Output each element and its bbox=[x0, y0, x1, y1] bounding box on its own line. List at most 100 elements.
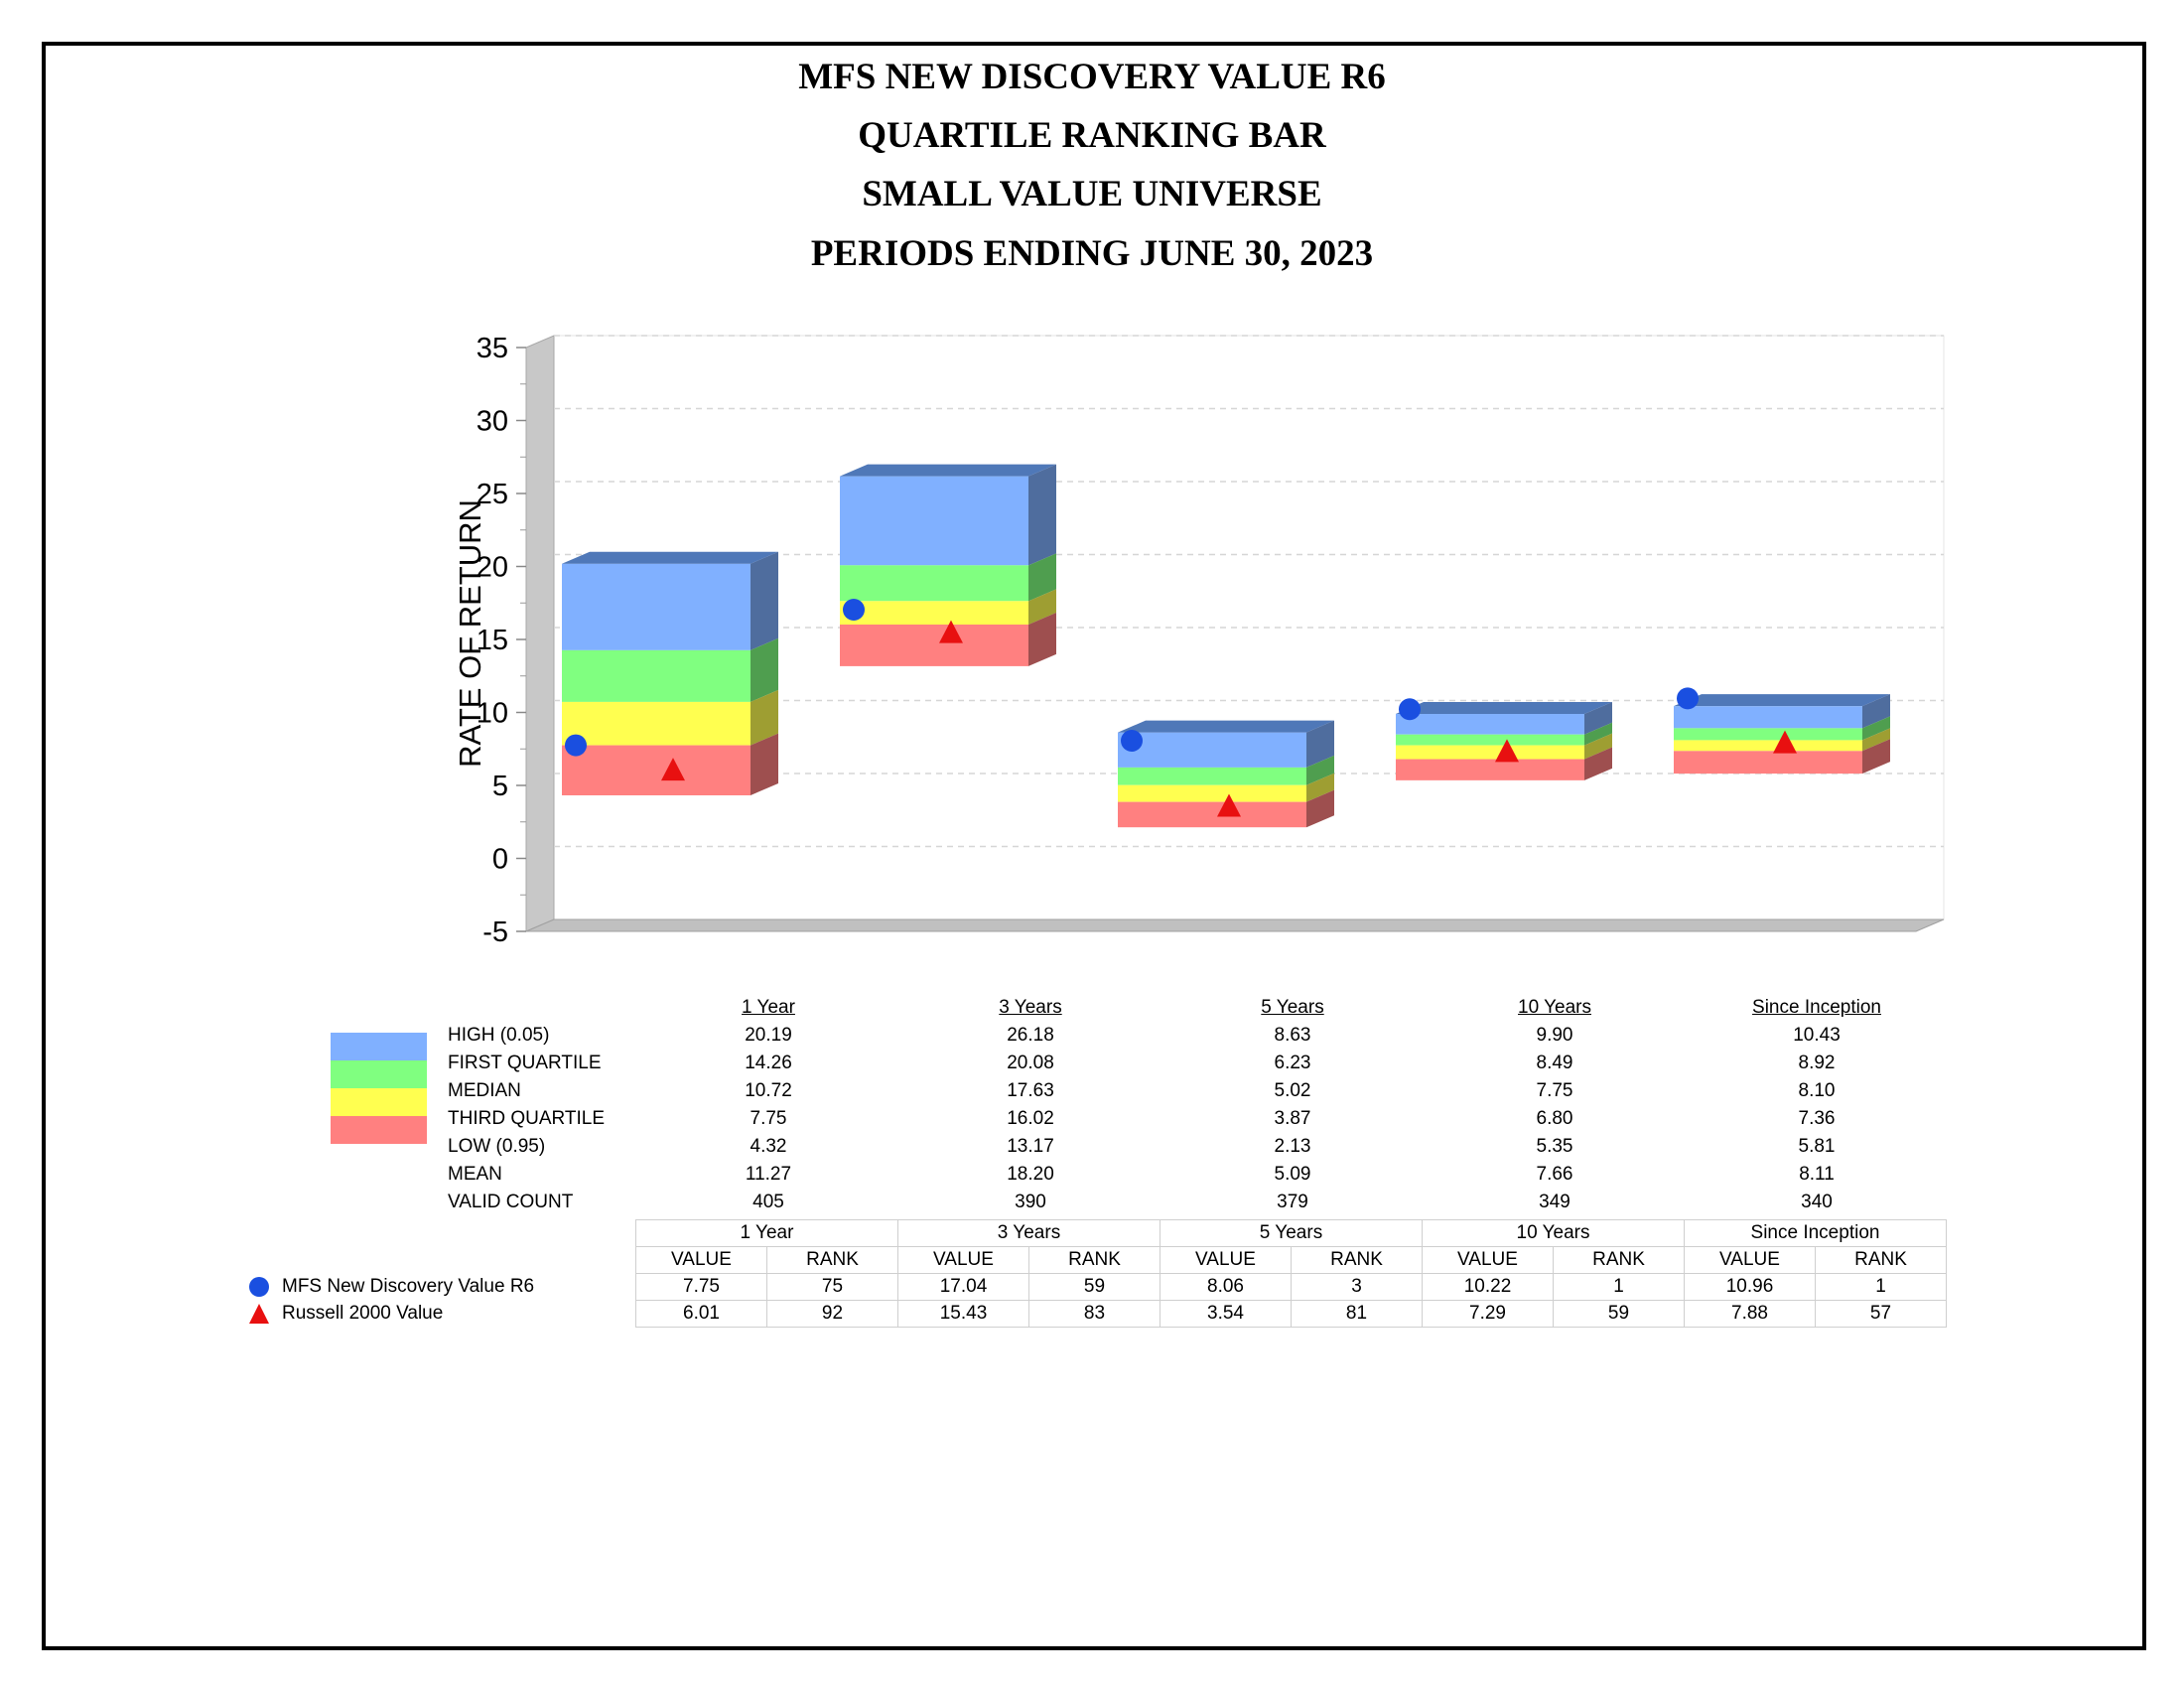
fund-rank-5: 1 bbox=[1815, 1273, 1947, 1301]
fund-value-2: 17.04 bbox=[897, 1273, 1029, 1301]
benchmark-rank-2: 83 bbox=[1028, 1300, 1160, 1328]
stats-row-label: HIGH (0.05) bbox=[448, 1025, 550, 1046]
bar-segment-front bbox=[1674, 740, 1862, 752]
bar-top-face bbox=[1118, 720, 1334, 733]
fund-rank-2: 59 bbox=[1028, 1273, 1160, 1301]
stats-value: 8.92 bbox=[1798, 1053, 1836, 1073]
stats-value: 7.75 bbox=[750, 1108, 787, 1129]
page-frame bbox=[42, 42, 2146, 1650]
period-header-2: 3 Years bbox=[897, 1219, 1160, 1247]
bar-segment-front bbox=[562, 701, 751, 746]
benchmark-rank-3: 81 bbox=[1291, 1300, 1423, 1328]
bar-segment-side bbox=[1862, 728, 1890, 752]
fund-row: MFS New Discovery Value R6 7.75 75 17.04… bbox=[246, 1273, 1947, 1301]
stats-value: 20.19 bbox=[745, 1025, 792, 1046]
bar-segment-front bbox=[840, 625, 1028, 666]
stats-value: 3.87 bbox=[1274, 1108, 1311, 1129]
bar-segment-front bbox=[840, 565, 1028, 602]
stats-value: 8.11 bbox=[1799, 1164, 1835, 1185]
stats-value: 9.90 bbox=[1536, 1025, 1573, 1046]
bar-segment-side bbox=[1306, 773, 1334, 802]
legend-swatch-first-quartile bbox=[331, 1060, 427, 1088]
stats-period-header: Since Inception bbox=[1752, 997, 1881, 1018]
benchmark-rank-4: 59 bbox=[1553, 1300, 1685, 1328]
stats-value: 7.36 bbox=[1798, 1108, 1836, 1129]
stats-period-header: 1 Year bbox=[742, 997, 795, 1018]
stats-value: 16.02 bbox=[1007, 1108, 1054, 1129]
y-axis-label: RATE OF RETURN bbox=[453, 499, 487, 768]
stats-value: 8.49 bbox=[1536, 1053, 1573, 1073]
bar-segment-side bbox=[1028, 613, 1056, 666]
bar-segment-side bbox=[1028, 464, 1056, 566]
stats-value: 390 bbox=[1015, 1192, 1046, 1212]
bar-segment-front bbox=[1118, 732, 1306, 768]
period-header-5: Since Inception bbox=[1684, 1219, 1947, 1247]
title-line-2: QUARTILE RANKING BAR bbox=[858, 115, 1326, 156]
value-header: VALUE bbox=[897, 1246, 1029, 1274]
stats-period-header: 5 Years bbox=[1261, 997, 1324, 1018]
benchmark-marker bbox=[939, 620, 963, 643]
benchmark-marker bbox=[661, 758, 685, 781]
plot-left-wall bbox=[525, 335, 555, 932]
y-tick-label: -5 bbox=[482, 916, 508, 948]
y-tick-label: 30 bbox=[477, 406, 508, 438]
stats-value: 340 bbox=[1801, 1192, 1833, 1212]
stats-value: 8.63 bbox=[1274, 1025, 1311, 1046]
fund-table: 1 Year 3 Years 5 Years 10 Years Since In… bbox=[246, 1219, 1947, 1328]
bar-segment-side bbox=[1306, 720, 1334, 768]
fund-rank-3: 3 bbox=[1291, 1273, 1423, 1301]
rank-header: RANK bbox=[1815, 1246, 1947, 1274]
stats-period-header: 3 Years bbox=[999, 997, 1062, 1018]
stats-value: 379 bbox=[1277, 1192, 1308, 1212]
y-tick-label: 0 bbox=[492, 844, 508, 876]
legend-swatch-third-quartile bbox=[331, 1116, 427, 1144]
stats-value: 349 bbox=[1539, 1192, 1570, 1212]
rank-header: RANK bbox=[1291, 1246, 1423, 1274]
quartile-chart: 35 30 25 20 15 10 5 0 -5 RATE OF RETURN bbox=[453, 333, 1945, 948]
fund-value-3: 8.06 bbox=[1160, 1273, 1292, 1301]
stats-value: 10.72 bbox=[745, 1080, 792, 1101]
benchmark-marker bbox=[1217, 793, 1241, 817]
value-header: VALUE bbox=[1684, 1246, 1816, 1274]
value-header: VALUE bbox=[1160, 1246, 1292, 1274]
plot-floor bbox=[525, 918, 1945, 932]
stats-value: 5.09 bbox=[1274, 1164, 1311, 1185]
y-tick-label: 15 bbox=[477, 625, 508, 656]
stats-value: 11.27 bbox=[745, 1164, 792, 1185]
bar-segment-side bbox=[751, 733, 778, 795]
stats-value: 18.20 bbox=[1007, 1164, 1054, 1185]
stats-value: 5.02 bbox=[1274, 1080, 1311, 1101]
bar-segment-front bbox=[562, 649, 751, 702]
bar-segment-front bbox=[840, 601, 1028, 626]
stats-value: 4.32 bbox=[750, 1136, 787, 1157]
stats-value: 26.18 bbox=[1007, 1025, 1054, 1046]
bar-segment-side bbox=[751, 551, 778, 650]
stats-row-label: FIRST QUARTILE bbox=[448, 1053, 602, 1073]
benchmark-triangle-marker-icon bbox=[249, 1303, 269, 1324]
fund-marker bbox=[1677, 687, 1699, 710]
benchmark-value-2: 15.43 bbox=[897, 1300, 1029, 1328]
fund-marker bbox=[1121, 730, 1143, 753]
bar-top-face bbox=[562, 551, 778, 564]
stats-value: 2.13 bbox=[1274, 1136, 1311, 1157]
fund-marker bbox=[565, 734, 587, 757]
bar-segment-front bbox=[1118, 784, 1306, 802]
stats-value: 5.81 bbox=[1798, 1136, 1836, 1157]
bar-segment-front bbox=[562, 563, 751, 650]
value-header: VALUE bbox=[635, 1246, 767, 1274]
stats-value: 6.23 bbox=[1274, 1053, 1311, 1073]
benchmark-value-4: 7.29 bbox=[1422, 1300, 1554, 1328]
stats-value: 5.35 bbox=[1536, 1136, 1573, 1157]
fund-value-1: 7.75 bbox=[635, 1273, 767, 1301]
title-line-4: PERIODS ENDING JUNE 30, 2023 bbox=[810, 233, 1374, 274]
y-tick-label: 5 bbox=[492, 771, 508, 802]
stats-value: 7.75 bbox=[1536, 1080, 1573, 1101]
benchmark-marker bbox=[1495, 739, 1519, 763]
y-tick-label: 20 bbox=[477, 552, 508, 584]
benchmark-name: Russell 2000 Value bbox=[282, 1303, 444, 1324]
bar-segment-front bbox=[562, 745, 751, 795]
fund-rank-4: 1 bbox=[1553, 1273, 1685, 1301]
bar-segment-side bbox=[1028, 553, 1056, 602]
fund-marker bbox=[1399, 698, 1421, 721]
bar-segment-front bbox=[1674, 751, 1862, 774]
